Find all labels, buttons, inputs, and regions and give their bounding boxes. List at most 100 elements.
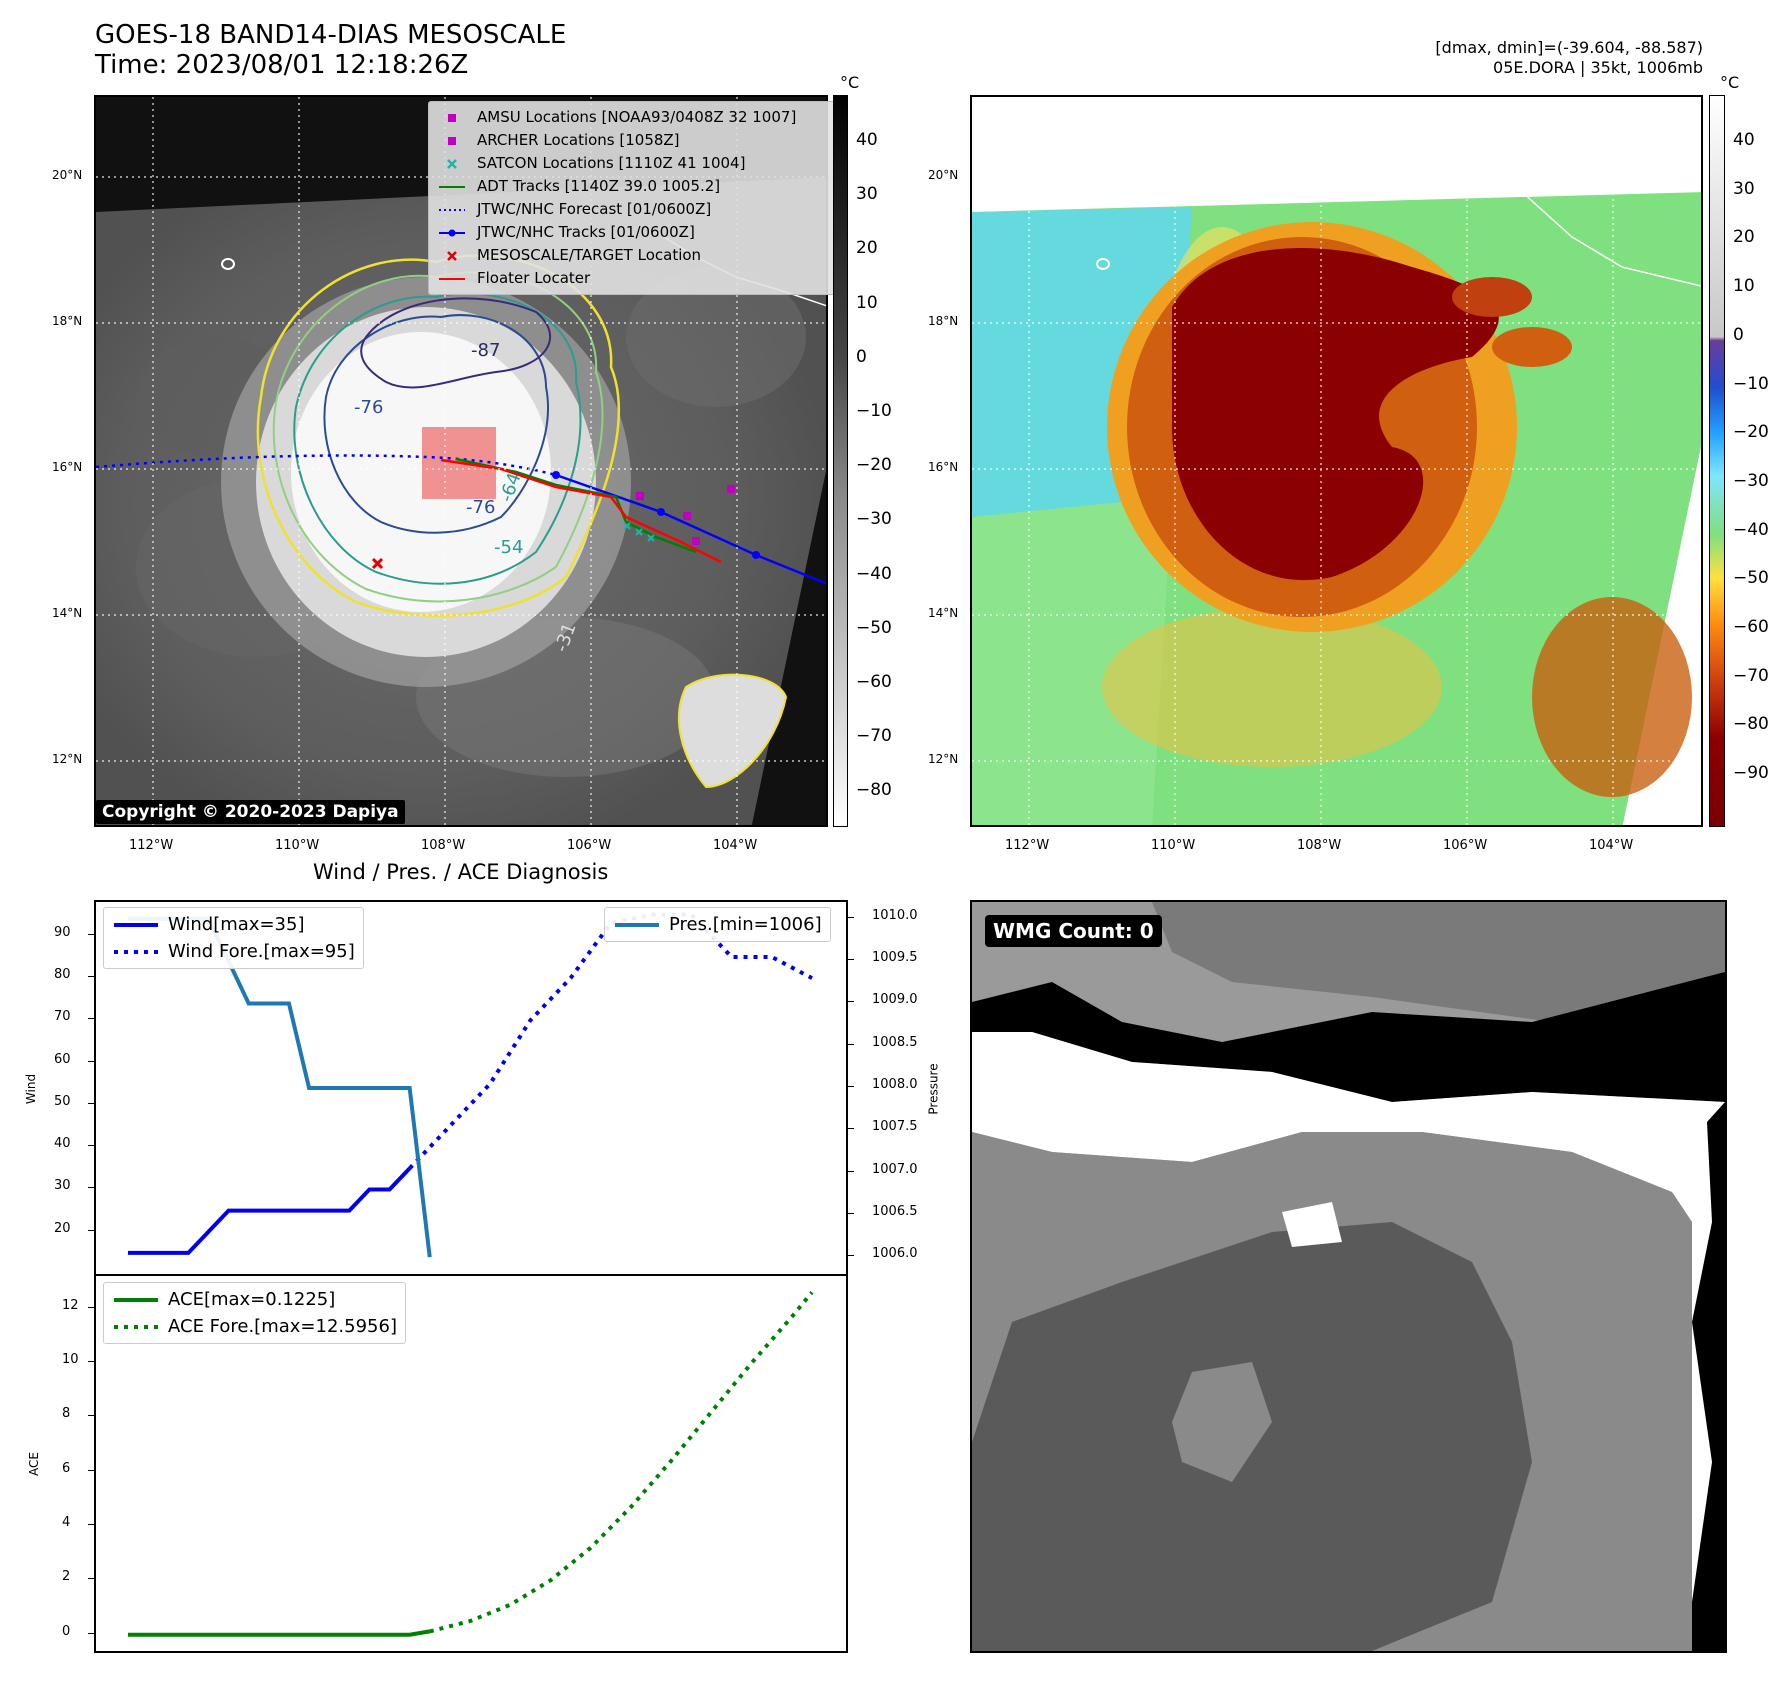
map-legend-item: AMSU Locations [NOAA93/0408Z 32 1007] <box>437 106 829 129</box>
map-legend-item: Floater Locater <box>437 267 829 290</box>
colorbar-tick-label: 20 <box>1733 227 1755 248</box>
archer-marker <box>636 492 644 500</box>
wind-legend: Wind[max=35] Wind Fore.[max=95] <box>103 907 364 969</box>
pressure-tick-label: 1008.5 <box>872 1034 918 1050</box>
colorbar-tick-label: −60 <box>856 672 892 692</box>
wind-axis-label: Wind <box>24 1073 39 1105</box>
colorbar-tick-label: −40 <box>1733 519 1769 540</box>
legend-symbol-icon <box>447 158 457 169</box>
ace-axis-label: ACE <box>26 1452 41 1476</box>
pressure-tick-label: 1006.0 <box>872 1246 918 1262</box>
lon-tick-label: 104°W <box>713 838 758 853</box>
colorbar-tick-label: −50 <box>1733 568 1769 589</box>
jtwc-track <box>555 473 826 585</box>
y-tick-mark <box>88 1102 94 1104</box>
color-colorbar <box>1709 95 1725 827</box>
lon-tick-label: 110°W <box>275 838 320 853</box>
grayscale-colorbar <box>833 95 848 827</box>
y-tick-mark <box>848 1255 854 1257</box>
y-tick-mark <box>848 916 854 918</box>
wind-forecast-legend-label: Wind Fore.[max=95] <box>168 941 355 962</box>
y-tick-mark <box>848 1170 854 1172</box>
colorbar-tick-label: −80 <box>1733 714 1769 735</box>
ace-tick-label: 2 <box>62 1569 71 1585</box>
y-tick-mark <box>88 1360 94 1362</box>
pressure-tick-label: 1009.5 <box>872 950 918 966</box>
lat-tick-label: 18°N <box>928 314 959 328</box>
y-tick-mark <box>88 1060 94 1062</box>
ace-tick-label: 0 <box>62 1623 71 1639</box>
lat-tick-label: 20°N <box>52 168 83 182</box>
lon-tick-label: 112°W <box>1005 838 1050 853</box>
lat-tick-label: 18°N <box>52 314 83 328</box>
contour-31 <box>256 254 620 617</box>
colorbar-tick-label: 40 <box>856 130 878 150</box>
lat-tick-label: 12°N <box>928 752 959 766</box>
lat-tick-label: 16°N <box>52 460 83 474</box>
legend-label: ARCHER Locations [1058Z] <box>477 131 680 149</box>
lon-tick-label: 108°W <box>421 838 466 853</box>
contour-label: -76 <box>354 397 384 418</box>
y-tick-mark <box>88 1415 94 1417</box>
floater-locater-track <box>440 458 722 564</box>
y-tick-mark <box>88 1018 94 1020</box>
legend-symbol-icon <box>439 277 465 280</box>
map-legend-item: JTWC/NHC Forecast [01/0600Z] <box>437 198 829 221</box>
ace-plot <box>128 1291 814 1637</box>
contour-label: -76 <box>466 497 496 518</box>
y-tick-mark <box>88 1187 94 1189</box>
color-cbar-unit: °C <box>1720 73 1740 92</box>
y-tick-mark <box>88 933 94 935</box>
ir-map-svg <box>96 97 826 825</box>
lon-tick-label: 110°W <box>1151 838 1196 853</box>
gray-cbar-unit: °C <box>840 73 860 92</box>
lon-tick-label: 112°W <box>129 838 174 853</box>
wind-tick-label: 20 <box>54 1220 71 1236</box>
jtwc-forecast-track <box>96 454 557 477</box>
colorbar-tick-label: −90 <box>1733 763 1769 784</box>
wmg-count-badge: WMG Count: 0 <box>985 915 1162 947</box>
lon-tick-label: 108°W <box>1297 838 1342 853</box>
series-line <box>128 1166 412 1255</box>
legend-symbol-icon <box>439 208 465 211</box>
legend-symbol-icon <box>448 113 456 122</box>
colorbar-tick-label: −80 <box>856 780 892 801</box>
contour-54 <box>272 271 604 603</box>
ace-tick-label: 10 <box>62 1351 79 1367</box>
colorbar-tick-label: −10 <box>856 401 892 421</box>
colorbar-tick-label: −50 <box>856 617 892 638</box>
map-legend-item: JTWC/NHC Tracks [01/0600Z] <box>437 221 829 244</box>
series-line <box>128 1629 431 1637</box>
colorbar-tick-label: 0 <box>856 346 867 367</box>
y-tick-mark <box>848 1128 854 1130</box>
map-legend-item: ARCHER Locations [1058Z] <box>437 129 829 152</box>
ace-legend-label: ACE[max=0.1225] <box>168 1289 336 1310</box>
pressure-axis-label: Pressure <box>926 1063 941 1115</box>
color-map-gridlines <box>972 97 1701 825</box>
y-tick-mark <box>848 1086 854 1087</box>
legend-label: AMSU Locations [NOAA93/0408Z 32 1007] <box>477 108 797 126</box>
wind-legend-label: Wind[max=35] <box>168 914 305 935</box>
lat-tick-label: 12°N <box>52 752 83 766</box>
lon-tick-label: 104°W <box>1589 838 1634 853</box>
contour-76 <box>323 314 549 534</box>
legend-symbol-icon <box>448 136 456 145</box>
legend-label: JTWC/NHC Tracks [01/0600Z] <box>477 223 695 241</box>
ace-tick-label: 12 <box>62 1297 79 1313</box>
pressure-tick-label: 1006.5 <box>872 1203 918 1219</box>
y-tick-mark <box>88 1524 94 1525</box>
wmg-image <box>972 902 1725 1651</box>
ir-enhanced-map <box>970 95 1703 827</box>
copyright-label: Copyright © 2020-2023 Dapiya <box>96 800 405 824</box>
legend-symbol-icon <box>447 250 457 261</box>
dmax-dmin-label: [dmax, dmin]=(-39.604, -88.587) <box>1435 38 1703 57</box>
ace-legend: ACE[max=0.1225] ACE Fore.[max=12.5956] <box>103 1282 406 1344</box>
y-tick-mark <box>848 1001 854 1003</box>
y-tick-mark <box>88 1229 94 1231</box>
wind-tick-label: 40 <box>54 1136 71 1152</box>
colorbar-tick-label: 30 <box>1733 178 1755 199</box>
lat-tick-label: 14°N <box>928 606 959 620</box>
legend-symbol-icon <box>439 185 465 188</box>
y-tick-mark <box>88 1578 94 1580</box>
lat-tick-label: 14°N <box>52 606 83 620</box>
